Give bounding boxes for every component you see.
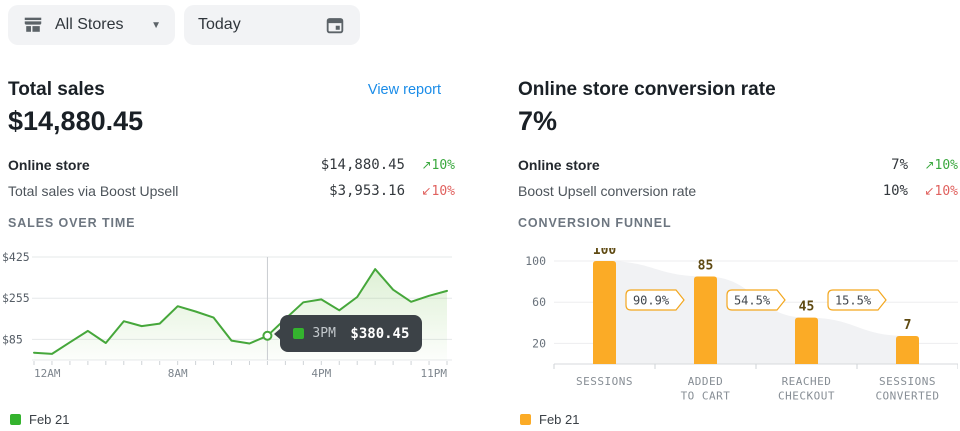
tooltip-time-label: 3PM [312, 326, 336, 341]
total-sales-value: $14,880.45 [8, 106, 144, 136]
sales-over-time-heading: SALES OVER TIME [8, 216, 136, 230]
svg-text:100: 100 [525, 254, 546, 268]
store-filter-button[interactable]: All Stores ▼ [8, 5, 175, 45]
metric-delta: ↙10% [421, 183, 455, 199]
svg-text:54.5%: 54.5% [734, 294, 771, 308]
date-filter-label: Today [198, 16, 241, 33]
conversion-rate-value: 7% [518, 106, 558, 136]
svg-text:45: 45 [799, 300, 815, 315]
metric-row-boost-upsell-conversion: Boost Upsell conversion rate 10% ↙10% [518, 178, 958, 204]
metric-value: $14,880.45 [320, 157, 405, 173]
svg-text:4PM: 4PM [311, 367, 331, 380]
metric-value: 10% [882, 183, 908, 199]
metric-label: Online store [8, 157, 90, 173]
svg-text:SESSIONS: SESSIONS [576, 375, 633, 388]
chart-tooltip: 3PM $380.45 [274, 315, 423, 352]
metric-row-boost-upsell-sales: Total sales via Boost Upsell $3,953.16 ↙… [8, 178, 455, 204]
metric-label: Total sales via Boost Upsell [8, 183, 179, 199]
metric-delta: ↗10% [421, 157, 455, 173]
svg-text:85: 85 [698, 258, 714, 273]
sales-chart-legend: Feb 21 [10, 412, 69, 427]
svg-text:12AM: 12AM [34, 367, 61, 380]
metric-delta: ↗10% [924, 157, 958, 173]
metric-value: 7% [891, 157, 908, 173]
tooltip-series-swatch [293, 328, 305, 339]
arrow-up-right-icon: ↗ [924, 157, 935, 172]
svg-text:$85: $85 [2, 332, 23, 346]
svg-text:90.9%: 90.9% [633, 294, 670, 308]
total-sales-breakdown: Online store $14,880.45 ↗10% Total sales… [8, 152, 455, 204]
metric-delta: ↙10% [924, 183, 958, 199]
legend-swatch-green [10, 414, 21, 425]
date-filter-button[interactable]: Today [184, 5, 360, 45]
svg-text:20: 20 [532, 336, 546, 350]
conversion-funnel-heading: CONVERSION FUNNEL [518, 216, 672, 230]
svg-text:REACHED: REACHED [782, 375, 832, 388]
metric-value: $3,953.16 [329, 183, 405, 199]
svg-text:11PM: 11PM [421, 367, 448, 380]
metric-row-online-store-conversion: Online store 7% ↗10% [518, 152, 958, 178]
funnel-chart-legend: Feb 21 [520, 412, 579, 427]
svg-text:CHECKOUT: CHECKOUT [778, 390, 835, 403]
view-report-link[interactable]: View report [367, 82, 441, 98]
legend-swatch-orange [520, 414, 531, 425]
svg-text:$255: $255 [2, 291, 30, 305]
chevron-down-icon: ▼ [151, 19, 161, 31]
svg-text:60: 60 [532, 295, 546, 309]
conversion-breakdown: Online store 7% ↗10% Boost Upsell conver… [518, 152, 958, 204]
svg-text:ADDED: ADDED [688, 375, 724, 388]
svg-text:TO CART: TO CART [681, 390, 731, 403]
arrow-up-right-icon: ↗ [421, 157, 432, 172]
store-filter-label: All Stores [55, 16, 124, 33]
metric-label: Boost Upsell conversion rate [518, 183, 697, 199]
total-sales-title: Total sales [8, 79, 105, 100]
svg-text:CONVERTED: CONVERTED [875, 390, 939, 403]
metric-label: Online store [518, 157, 600, 173]
metric-row-online-store-sales: Online store $14,880.45 ↗10% [8, 152, 455, 178]
arrow-down-left-icon: ↙ [421, 183, 432, 198]
svg-text:$425: $425 [2, 250, 30, 264]
svg-text:8AM: 8AM [168, 367, 188, 380]
legend-label: Feb 21 [29, 412, 70, 427]
svg-text:15.5%: 15.5% [835, 294, 872, 308]
conversion-funnel-chart[interactable]: 20 60 100 100 85 45 7 90.9% 54.5% 15.5% SESSIONS AD… [518, 243, 959, 406]
funnel-bar-chart-svg[interactable]: 20 60 100 100 85 45 7 90.9% 54.5% 15.5% SESSIONS AD… [518, 243, 959, 406]
tooltip-value: $380.45 [350, 325, 410, 342]
svg-text:SESSIONS: SESSIONS [879, 375, 936, 388]
storefront-icon [24, 17, 42, 32]
svg-text:7: 7 [904, 318, 912, 333]
legend-label: Feb 21 [539, 412, 580, 427]
sales-over-time-chart[interactable]: $85 $255 $425 12AM 8AM 4PM 11PM 3PM $380.45 [2, 248, 455, 382]
svg-text:100: 100 [593, 248, 617, 258]
conversion-rate-title: Online store conversion rate [518, 79, 776, 100]
arrow-down-left-icon: ↙ [924, 183, 935, 198]
calendar-icon [326, 18, 344, 34]
